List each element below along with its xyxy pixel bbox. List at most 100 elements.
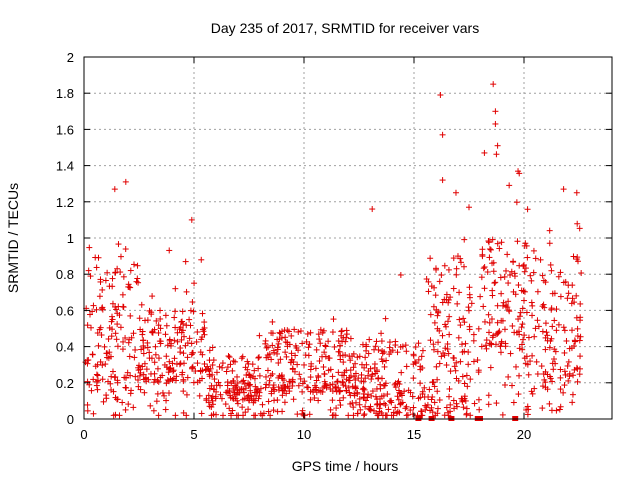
data-point xyxy=(191,280,198,287)
data-point xyxy=(282,349,289,356)
data-point xyxy=(334,378,341,385)
data-point xyxy=(454,300,461,307)
data-point xyxy=(539,272,546,279)
y-tick-label: 1.2 xyxy=(56,195,74,210)
data-point xyxy=(157,325,164,332)
data-point xyxy=(144,344,151,351)
data-point xyxy=(190,379,197,386)
x-tick-label: 10 xyxy=(297,427,311,442)
data-point xyxy=(177,360,184,367)
data-point xyxy=(209,361,216,368)
data-point xyxy=(345,384,352,391)
data-point xyxy=(548,305,555,312)
data-point xyxy=(107,353,114,360)
data-point xyxy=(447,408,454,415)
data-point xyxy=(390,412,397,419)
data-point xyxy=(485,238,492,245)
data-point xyxy=(435,339,442,346)
data-point xyxy=(325,355,332,362)
data-point xyxy=(182,342,189,349)
data-point xyxy=(470,358,477,365)
data-point xyxy=(379,375,386,382)
data-point xyxy=(498,317,505,324)
data-point xyxy=(92,254,99,261)
data-point xyxy=(266,377,273,384)
data-point xyxy=(516,331,523,338)
data-point xyxy=(494,142,501,149)
data-point xyxy=(418,353,425,360)
data-point xyxy=(164,342,171,349)
data-point xyxy=(557,403,564,410)
data-point xyxy=(234,397,241,404)
data-point xyxy=(532,255,539,262)
y-tick-label: 1.8 xyxy=(56,86,74,101)
data-point xyxy=(355,375,362,382)
data-point xyxy=(560,389,567,396)
data-point xyxy=(372,343,379,350)
data-point xyxy=(527,358,534,365)
data-point xyxy=(564,362,571,369)
data-point xyxy=(547,375,554,382)
data-point xyxy=(530,247,537,254)
data-point xyxy=(534,371,541,378)
data-point xyxy=(171,314,178,321)
data-point xyxy=(291,326,298,333)
data-point xyxy=(109,313,116,320)
data-point xyxy=(521,288,528,295)
data-point xyxy=(436,278,443,285)
data-point xyxy=(563,337,570,344)
data-point xyxy=(544,332,551,339)
data-point xyxy=(507,272,514,279)
data-point xyxy=(402,342,409,349)
data-point xyxy=(521,332,528,339)
data-point xyxy=(213,369,220,376)
data-point xyxy=(178,319,185,326)
data-point xyxy=(445,296,452,303)
data-point xyxy=(517,309,524,316)
data-point xyxy=(307,329,314,336)
data-point xyxy=(339,352,346,359)
data-point xyxy=(434,405,441,412)
data-point xyxy=(553,407,560,414)
data-point xyxy=(485,239,492,246)
data-point xyxy=(497,274,504,281)
data-point xyxy=(493,400,500,407)
data-point xyxy=(95,377,102,384)
data-point xyxy=(166,336,173,343)
data-point xyxy=(209,344,216,351)
data-point xyxy=(339,378,346,385)
data-point xyxy=(466,284,473,291)
data-point xyxy=(157,307,164,314)
data-point xyxy=(300,412,307,419)
data-point xyxy=(109,275,116,282)
data-point xyxy=(103,392,110,399)
data-point xyxy=(315,374,322,381)
data-point xyxy=(492,108,499,115)
data-point xyxy=(465,304,472,311)
data-point xyxy=(577,353,584,360)
data-point xyxy=(84,357,91,364)
data-point xyxy=(466,291,473,298)
data-point xyxy=(105,378,112,385)
data-point xyxy=(521,297,528,304)
data-point xyxy=(90,376,97,383)
data-point xyxy=(410,375,417,382)
data-point xyxy=(317,340,324,347)
data-point xyxy=(329,373,336,380)
data-point xyxy=(230,377,237,384)
data-point xyxy=(489,260,496,267)
data-point xyxy=(378,356,385,363)
data-point xyxy=(109,326,116,333)
data-point xyxy=(98,331,105,338)
data-point xyxy=(487,364,494,371)
data-point xyxy=(444,340,451,347)
data-point xyxy=(417,380,424,387)
data-point xyxy=(178,336,185,343)
data-point xyxy=(108,318,115,325)
data-point xyxy=(224,378,231,385)
data-point xyxy=(542,346,549,353)
data-point xyxy=(137,326,144,333)
data-point xyxy=(534,288,541,295)
data-point xyxy=(268,356,275,363)
data-point xyxy=(365,350,372,357)
